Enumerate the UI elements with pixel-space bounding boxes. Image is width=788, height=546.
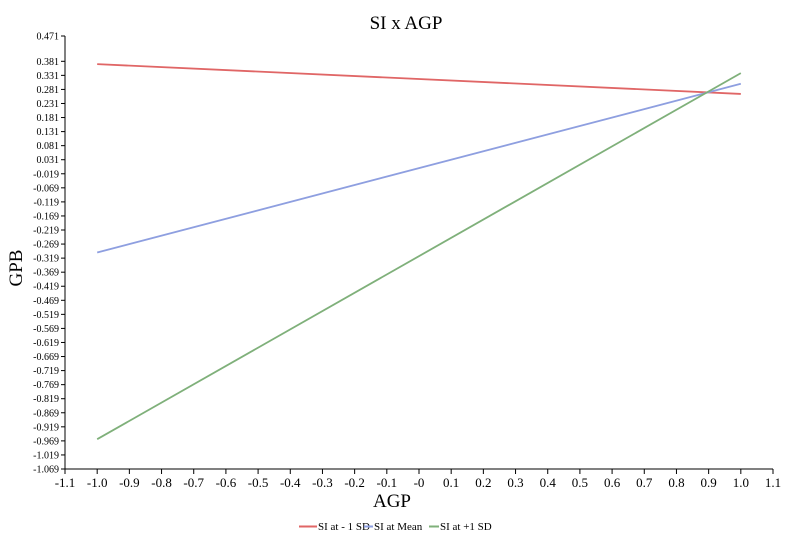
legend-label-1: SI at - 1 SD (318, 521, 370, 533)
y-tick-label: -0.019 (33, 169, 59, 180)
y-tick-label: 0.081 (37, 141, 60, 152)
legend-label-3: SI at +1 SD (440, 521, 492, 533)
x-tick-label: -0.4 (280, 475, 301, 490)
y-tick-label: -0.369 (33, 268, 59, 279)
x-tick-label: -0.1 (377, 475, 398, 490)
x-tick-label: 0.7 (636, 475, 653, 490)
series-line-1 (97, 63, 741, 95)
y-tick-label: 0.231 (37, 99, 60, 110)
x-axis-title: AGP (373, 491, 411, 512)
y-tick-label: -0.569 (33, 324, 59, 335)
x-tick-label: -0 (414, 475, 425, 490)
x-tick-label: -0.7 (183, 475, 204, 490)
x-tick-label: -0.8 (151, 475, 172, 490)
axes: 0.471 0.381 0.331 0.281 0.231 0.181 0.131 0.081… (33, 32, 781, 491)
y-tick-label: 0.031 (37, 155, 60, 166)
y-tick-label: -0.069 (33, 183, 59, 194)
x-tick-label: -1.1 (55, 475, 76, 490)
y-tick-label: 0.181 (37, 113, 60, 124)
x-tick-label: -1.0 (87, 475, 108, 490)
y-tick-label: -0.669 (33, 352, 59, 363)
y-tick-label: -0.219 (33, 226, 59, 237)
y-tick-label: -0.719 (33, 366, 59, 377)
y-tick-label: -0.269 (33, 240, 59, 251)
y-tick-label: 0.331 (37, 71, 60, 82)
legend-label-2: SI at Mean (374, 521, 423, 533)
y-tick-label: -0.919 (33, 422, 59, 433)
y-tick-label: -0.769 (33, 380, 59, 391)
y-tick-label: 0.381 (37, 57, 60, 68)
y-axis-title: GPB (6, 250, 27, 287)
series-line-2 (96, 82, 742, 254)
y-tick-label: 0.131 (37, 127, 60, 138)
y-tick-label: 0.281 (37, 85, 60, 96)
x-tick-label: 0.5 (572, 475, 588, 490)
x-tick-label: 0.6 (604, 475, 621, 490)
series-lines (96, 63, 742, 440)
x-tick-label: 1.0 (733, 475, 749, 490)
x-tick-label: -0.5 (248, 475, 269, 490)
y-tick-label: -0.519 (33, 310, 59, 321)
x-tick-label: -0.3 (312, 475, 333, 490)
x-tick-label: -0.9 (119, 475, 140, 490)
x-tick-label: 0.3 (507, 475, 523, 490)
x-tick-label: 1.1 (765, 475, 781, 490)
y-tick-label: -0.469 (33, 296, 59, 307)
y-tick-label: -0.869 (33, 408, 59, 419)
y-tick-label: 0.471 (37, 32, 60, 43)
y-tick-label: -1.019 (33, 450, 59, 461)
x-tick-label: 0.1 (443, 475, 459, 490)
x-tick-label: 0.2 (475, 475, 491, 490)
y-tick-label: -1.069 (33, 465, 59, 476)
y-tick-label: -0.419 (33, 282, 59, 293)
y-tick-label: -0.969 (33, 436, 59, 447)
y-tick-label: -0.319 (33, 254, 59, 265)
chart-title: SI x AGP (370, 13, 443, 34)
x-tick-label: -0.6 (216, 475, 237, 490)
x-tick-label: 0.4 (540, 475, 557, 490)
x-tick-label: 0.9 (701, 475, 717, 490)
y-tick-label: -0.619 (33, 338, 59, 349)
x-tick-label: 0.8 (668, 475, 684, 490)
series-line-3 (96, 72, 742, 440)
y-tick-label: -0.119 (34, 197, 59, 208)
y-tick-label: -0.169 (33, 211, 59, 222)
x-tick-label: -0.2 (344, 475, 365, 490)
legend: SI at - 1 SD SI at Mean SI at +1 SD (299, 521, 492, 533)
y-tick-label: -0.819 (33, 394, 59, 405)
